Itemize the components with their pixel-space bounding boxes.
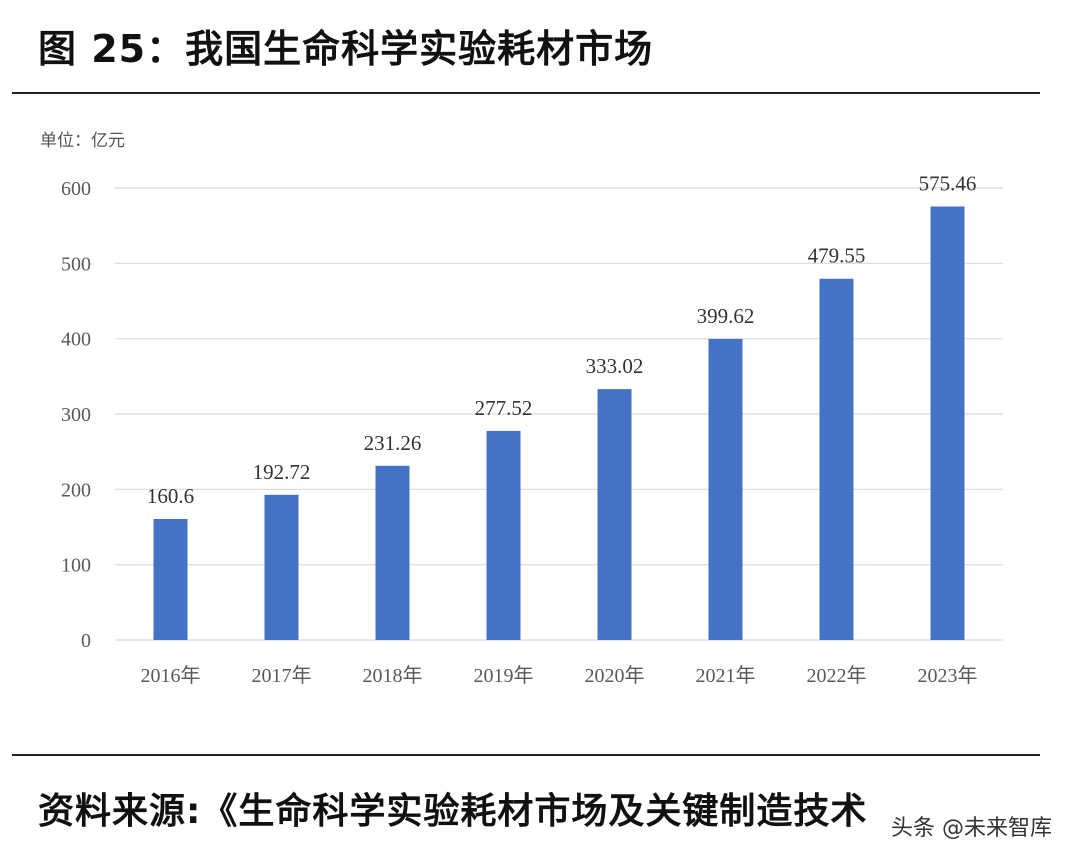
data-label: 399.62 — [697, 304, 755, 328]
bar-2022年 — [819, 278, 854, 640]
bar-2020年 — [597, 389, 632, 640]
x-tick-label: 2016年 — [141, 664, 201, 687]
bar-2016年 — [153, 519, 188, 640]
bar-2023年 — [930, 206, 965, 640]
y-tick-label: 0 — [81, 630, 91, 652]
y-tick-label: 500 — [61, 253, 91, 275]
x-tick-label: 2022年 — [807, 664, 867, 687]
bar-2021年 — [708, 338, 743, 640]
unit-label: 单位：亿元 — [40, 131, 125, 151]
y-tick-label: 200 — [61, 479, 91, 501]
watermark-text: 头条 @未来智库 — [891, 816, 1052, 841]
x-tick-label: 2018年 — [363, 664, 423, 687]
data-label: 479.55 — [808, 244, 866, 268]
x-tick-label: 2021年 — [696, 664, 756, 687]
source-note: 资料来源:《生命科学实验耗材市场及关键制造技术 — [38, 791, 868, 832]
y-tick-label: 100 — [61, 555, 91, 577]
x-tick-label: 2020年 — [585, 664, 645, 687]
x-tick-label: 2023年 — [918, 664, 978, 687]
data-label: 231.26 — [364, 431, 422, 455]
y-tick-label: 300 — [61, 404, 91, 426]
data-label: 192.72 — [253, 460, 311, 484]
bottom-rule — [12, 754, 1040, 756]
x-tick-label: 2017年 — [252, 664, 312, 687]
figure-title: 图 25：我国生命科学实验耗材市场 — [38, 27, 654, 71]
bar-2019年 — [486, 430, 521, 640]
x-tick-label: 2019年 — [474, 664, 534, 687]
y-tick-label: 400 — [61, 329, 91, 351]
data-label: 277.52 — [475, 396, 533, 420]
watermark: 头条 @未来智库 — [885, 808, 1058, 844]
bar-chart: 0 100 200 300 400 500 600 160.6 2016年 192.72 2017年… — [61, 171, 1003, 687]
y-tick-label: 600 — [61, 178, 91, 200]
bar-2017年 — [264, 494, 299, 640]
data-label: 333.02 — [586, 354, 644, 378]
data-label: 575.46 — [919, 171, 977, 195]
data-label: 160.6 — [147, 484, 194, 508]
bar-2018年 — [375, 465, 410, 640]
top-rule — [12, 92, 1040, 94]
